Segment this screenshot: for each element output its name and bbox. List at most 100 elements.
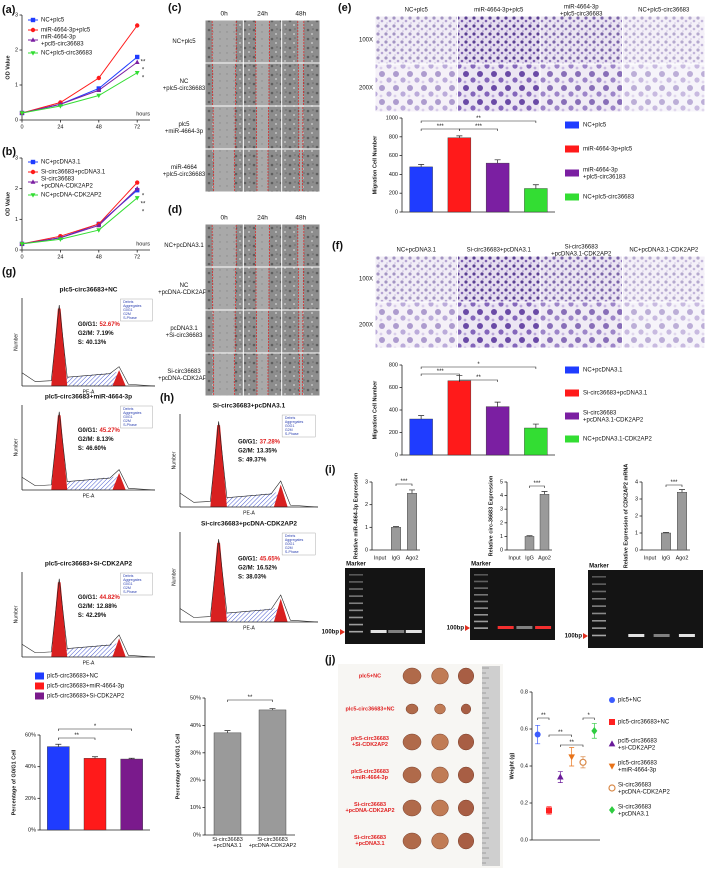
y-tick-label: 400 <box>389 172 398 178</box>
scratch-gap <box>213 106 236 149</box>
scratch-gap <box>212 20 237 63</box>
magnification-label: 200X <box>359 323 373 329</box>
error-bar <box>128 757 135 760</box>
tumor <box>402 766 422 784</box>
error-bar <box>456 135 463 138</box>
x-tick-label: 0 <box>20 124 23 130</box>
transwell-image <box>458 256 540 302</box>
marker <box>557 773 564 780</box>
cytometry-legend-label: G2M <box>123 312 131 316</box>
legend-label: plc5+NC <box>618 698 642 704</box>
gel-marker-label: Marker <box>346 562 366 568</box>
stat-label: G0/G1: <box>238 557 258 563</box>
marker <box>96 93 102 99</box>
y-tick-label: 10% <box>190 805 201 811</box>
legend-label: plc5-circ36683+Si-CDK2AP2 <box>47 694 125 700</box>
legend-swatch <box>565 169 579 177</box>
marker <box>96 222 102 228</box>
y-tick-label: 0 <box>500 547 503 553</box>
y-tick-label: 0 <box>395 209 398 215</box>
marker <box>30 51 36 56</box>
cytometry-legend-label: G0G1 <box>285 542 295 546</box>
y-axis-label: Weight (g) <box>509 752 515 779</box>
legend-label: NC+plc5-circ36683 <box>41 51 93 57</box>
x-tick-label: IgG <box>392 555 401 561</box>
significance-label: ** <box>248 695 253 701</box>
marker <box>591 726 598 735</box>
series-line <box>21 188 138 245</box>
significance-label: *** <box>437 124 445 130</box>
tumor <box>457 799 475 817</box>
ruler <box>482 666 500 866</box>
tumor <box>431 667 449 685</box>
transwell-image <box>540 256 622 302</box>
cytometry-g2m-peak <box>112 370 126 386</box>
marker <box>134 196 140 201</box>
group-label: NC+plc5-circ36683 <box>163 79 206 92</box>
significance-bracket <box>420 373 460 376</box>
scratch-gap <box>298 106 303 149</box>
marker <box>534 731 541 738</box>
marker <box>546 807 552 814</box>
magnification-label: 200X <box>359 86 373 92</box>
ladder-band <box>474 600 488 603</box>
scratch-gap <box>256 310 269 353</box>
ladder-band <box>349 616 363 619</box>
gel-arrow <box>340 629 345 635</box>
tumor-label: plc5-circ36683 +Si-CDK2AP2 <box>351 736 389 748</box>
significance-bracket <box>395 483 413 486</box>
legend-label: Si-circ36683 +pcDNA-CDK2AP2 <box>618 782 671 795</box>
cytometry-y-label: Number <box>171 451 177 469</box>
y-tick-label: 0 <box>15 247 18 253</box>
cytometry-legend-label: Debris <box>123 300 134 304</box>
magnification-label: 100X <box>359 277 373 283</box>
significance-label: ** <box>476 116 481 122</box>
marker <box>134 59 140 65</box>
y-tick-label: 1 <box>365 525 368 531</box>
ladder-band <box>592 620 606 622</box>
ladder-band <box>474 580 488 583</box>
y-tick-label: 1 <box>15 217 18 223</box>
cytometry-legend-label: Debris <box>285 416 296 420</box>
y-axis-label: Relative circ-36683 Expression <box>488 475 494 556</box>
group-label: pcDNA3.1 +Si-circ36683 <box>166 326 204 339</box>
marker <box>57 104 63 109</box>
y-tick-label: 0.2 <box>520 800 528 806</box>
cytometry-s-phase <box>65 371 118 386</box>
y-tick-label: 0.0 <box>520 837 528 843</box>
error-bar <box>526 535 533 537</box>
y-tick-label: 600 <box>389 385 398 391</box>
y-tick-label: 0 <box>365 547 368 553</box>
scratch-gap <box>298 63 304 106</box>
stat-value: 45.27% <box>100 428 121 434</box>
gel-band <box>535 626 552 629</box>
error-bar <box>541 491 548 495</box>
significance-label: * <box>142 194 145 200</box>
cytometry-s-phase <box>65 476 118 490</box>
stat-label: G0/G1: <box>78 322 98 328</box>
significance-label: ** <box>476 375 481 381</box>
marker <box>30 37 36 42</box>
y-tick-label: 20% <box>190 778 201 784</box>
y-axis-label: Migration Cell Number <box>372 135 378 195</box>
x-tick-label: Si-circ36683 +pcDNA-CDK2AP2 <box>249 837 297 849</box>
legend-label: plc5-circ36683+miR-4664-3p <box>618 760 658 773</box>
legend-label: Si-circ36683 +pcDNA-CDK2AP2 <box>41 176 94 189</box>
tumor <box>402 799 422 817</box>
marker <box>134 70 140 76</box>
panel-label: (j) <box>325 654 336 666</box>
transwell-image <box>623 16 705 64</box>
y-tick-label: 20% <box>25 796 36 802</box>
error-bar <box>393 526 399 528</box>
bar <box>258 709 287 836</box>
marker <box>609 719 615 725</box>
y-tick-label: 2 <box>500 520 503 526</box>
transwell-image <box>375 302 457 348</box>
error-bar <box>494 401 501 407</box>
marker <box>135 54 140 60</box>
significance-label: * <box>94 724 97 730</box>
ladder-band <box>592 583 606 585</box>
cytometry-outline <box>21 578 156 658</box>
error-bar <box>92 756 98 759</box>
legend-swatch <box>565 389 579 397</box>
